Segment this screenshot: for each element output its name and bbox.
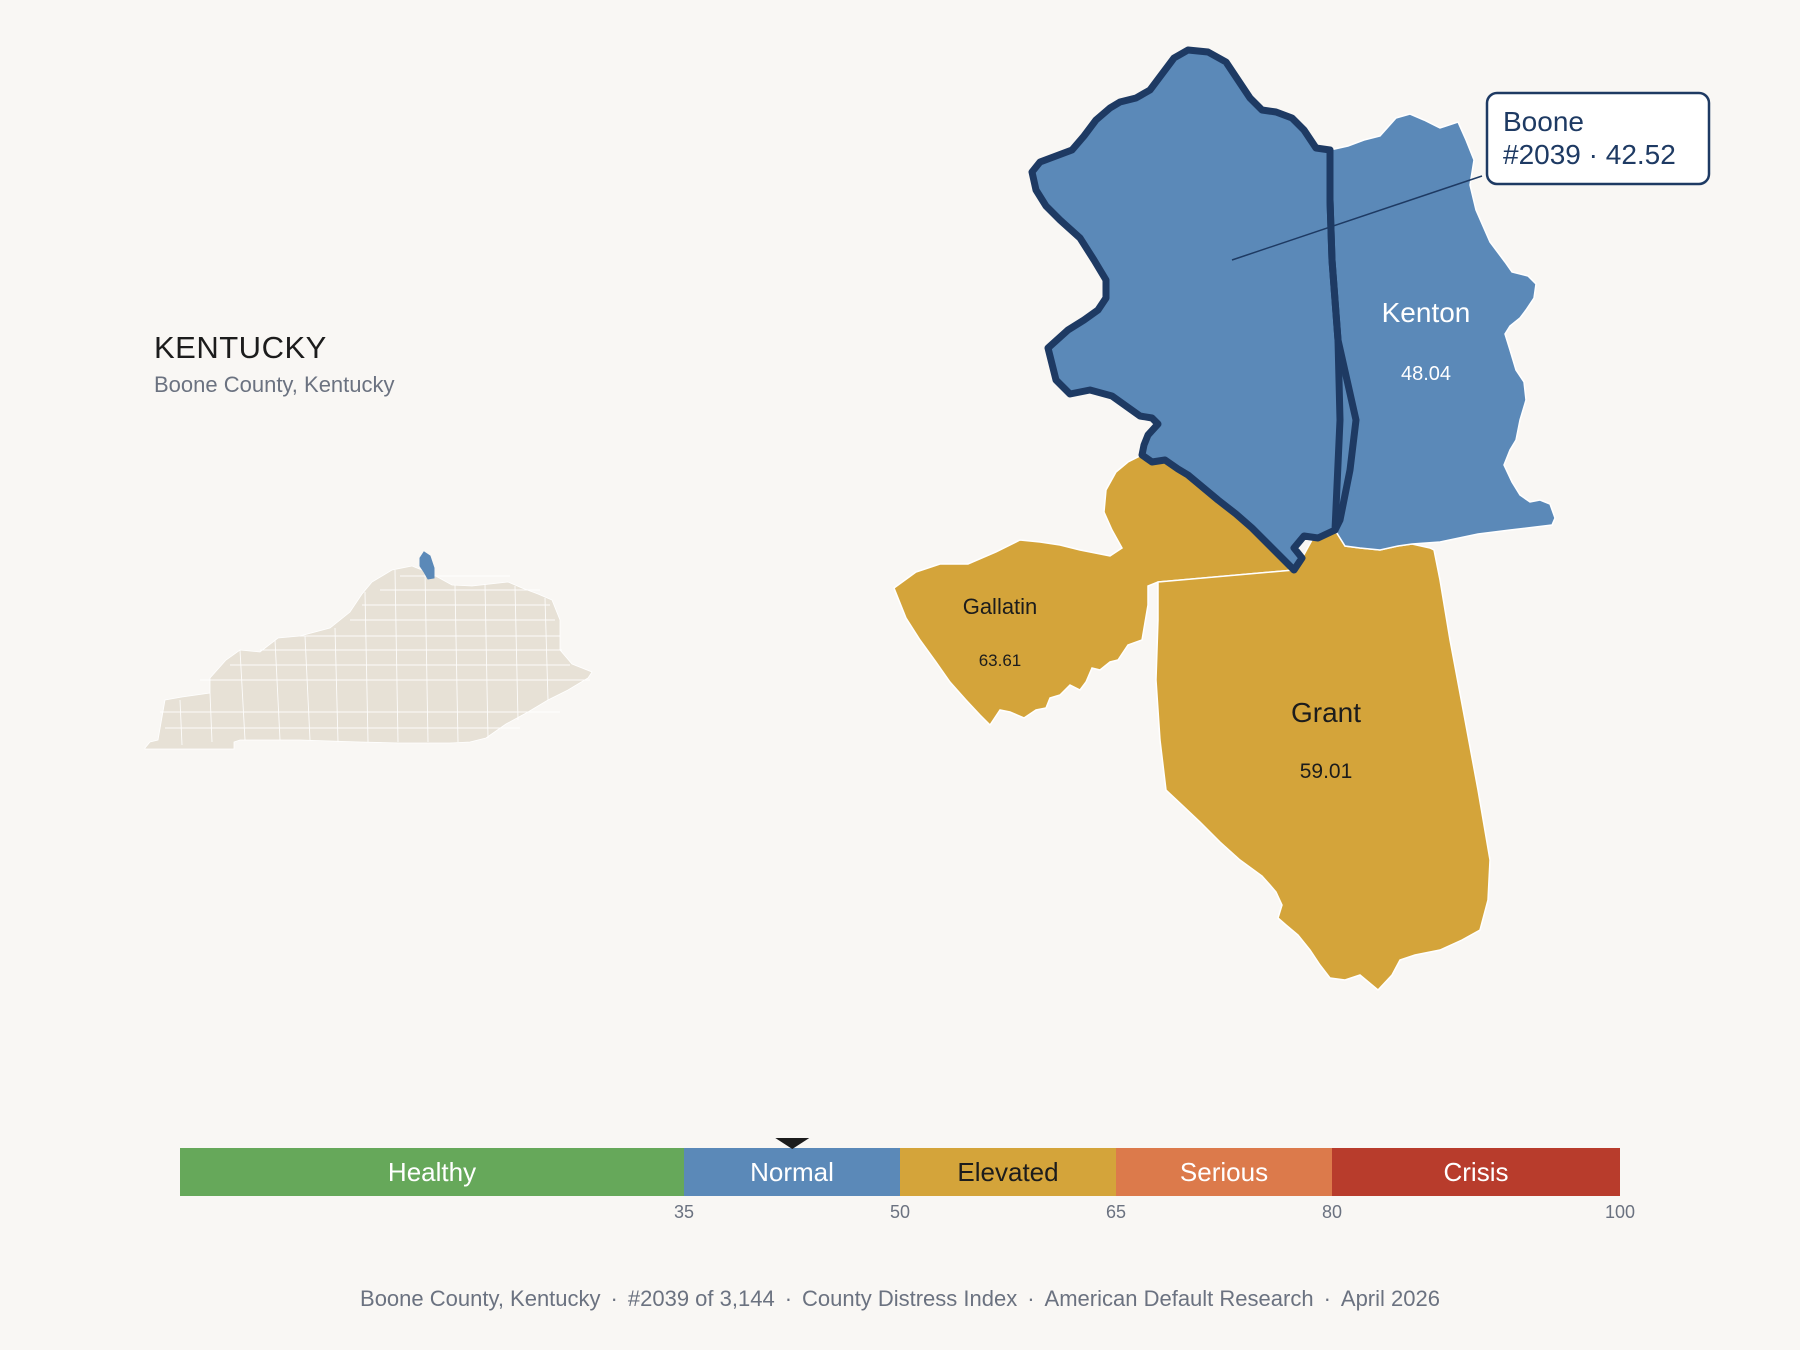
distress-scale-bar: Healthy Normal Elevated Serious Crisis 35 50 65… <box>180 1138 1635 1222</box>
kentucky-inset-map <box>145 552 592 749</box>
footer-publisher: American Default Research <box>1045 1286 1314 1311</box>
county-map <box>894 50 1555 990</box>
gallatin-label: Gallatin <box>963 594 1038 619</box>
gallatin-value: 63.61 <box>979 651 1022 670</box>
callout-detail: #2039 · 42.52 <box>1503 139 1676 170</box>
grant-label: Grant <box>1291 697 1361 728</box>
scale-label-healthy: Healthy <box>388 1157 476 1187</box>
footer-rank: #2039 of 3,144 <box>628 1286 775 1311</box>
footer: Boone County, Kentucky · #2039 of 3,144 · Co… <box>0 1286 1800 1312</box>
scale-tick-label: 65 <box>1106 1202 1126 1222</box>
kenton-label: Kenton <box>1382 297 1471 328</box>
scale-label-normal: Normal <box>750 1157 834 1187</box>
footer-date: April 2026 <box>1341 1286 1440 1311</box>
callout-title: Boone <box>1503 106 1584 137</box>
scale-tick-label: 35 <box>674 1202 694 1222</box>
footer-separator: · <box>611 1286 618 1311</box>
scale-label-crisis: Crisis <box>1444 1157 1509 1187</box>
footer-separator: · <box>1324 1286 1331 1311</box>
scale-label-serious: Serious <box>1180 1157 1268 1187</box>
scale-tick-label: 50 <box>890 1202 910 1222</box>
footer-separator: · <box>785 1286 792 1311</box>
footer-county: Boone County, Kentucky <box>360 1286 601 1311</box>
scale-tick-label: 100 <box>1605 1202 1635 1222</box>
scale-marker-triangle <box>775 1138 809 1149</box>
scale-tick-label: 80 <box>1322 1202 1342 1222</box>
kentucky-state-shape <box>145 566 592 749</box>
footer-separator: · <box>1027 1286 1034 1311</box>
footer-index-name: County Distress Index <box>802 1286 1017 1311</box>
kenton-value: 48.04 <box>1401 363 1451 385</box>
grant-value: 59.01 <box>1300 760 1353 783</box>
scale-label-elevated: Elevated <box>957 1157 1058 1187</box>
